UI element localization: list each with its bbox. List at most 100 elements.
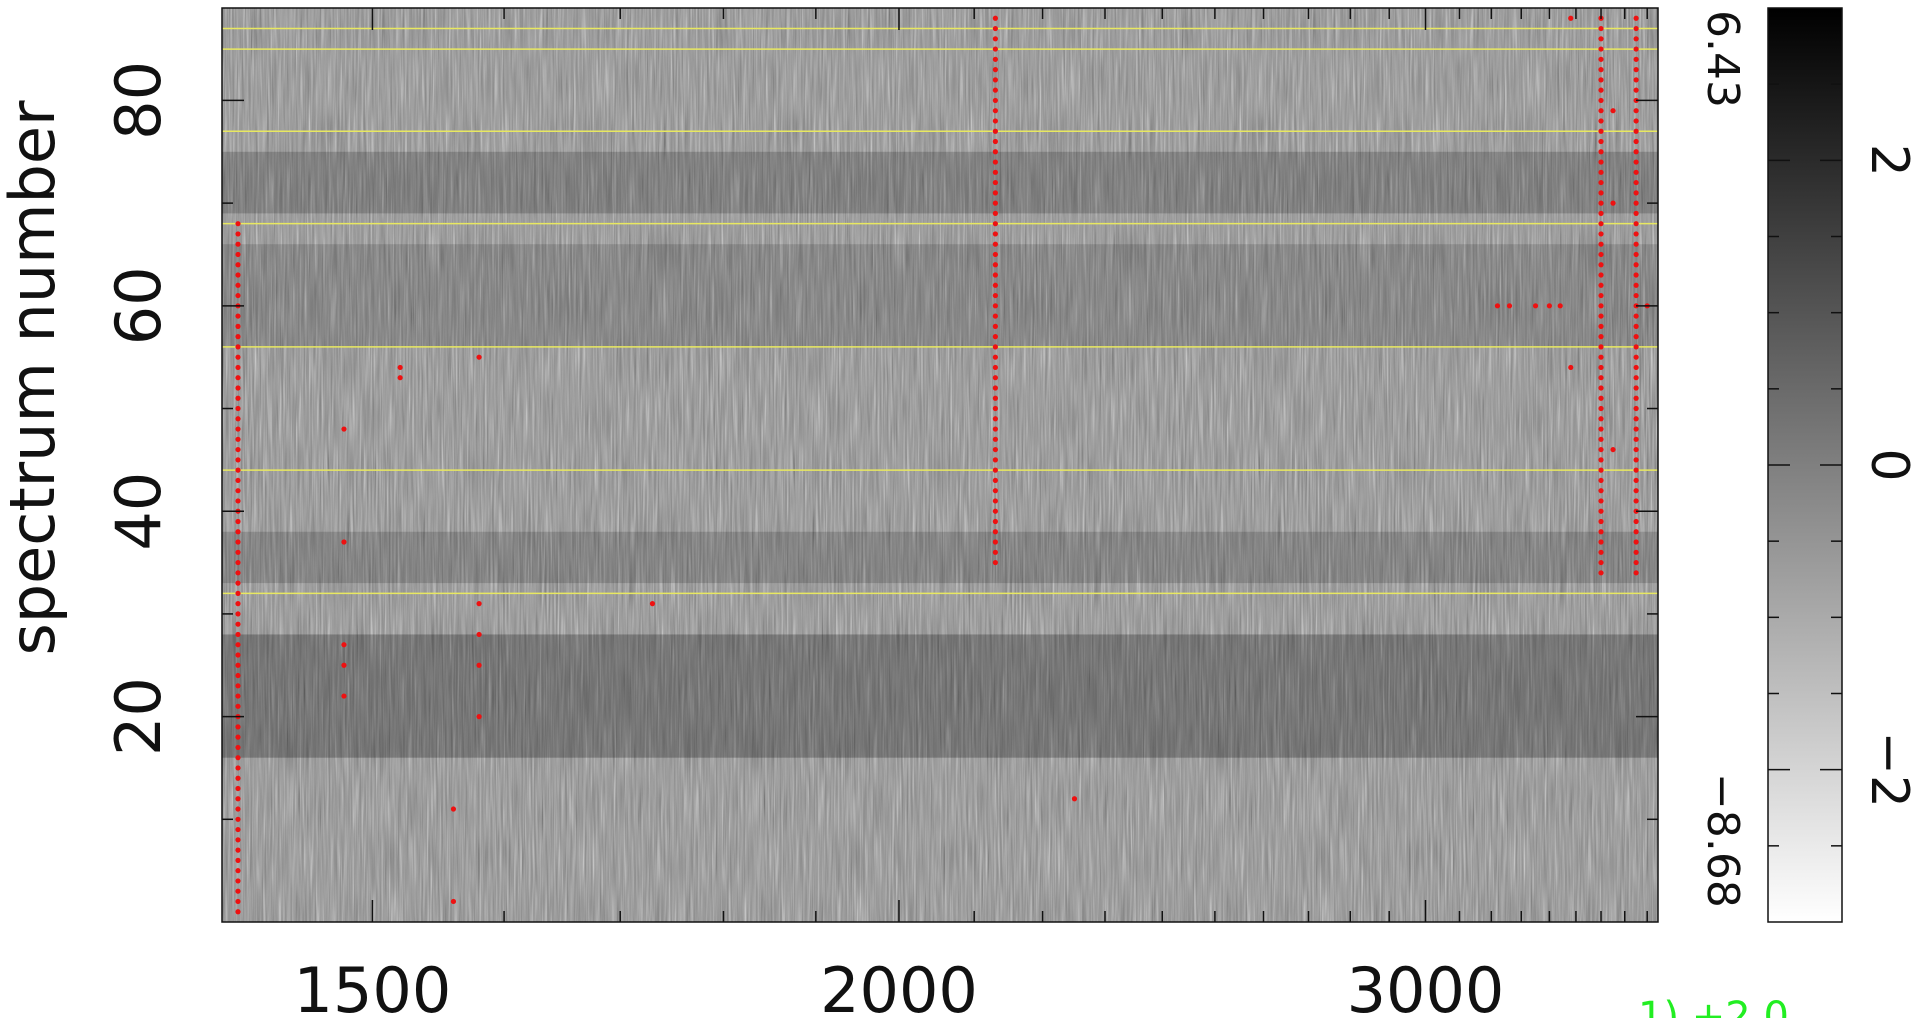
- flag-marker: [992, 529, 998, 535]
- flag-marker: [1598, 36, 1604, 42]
- flag-marker: [992, 498, 998, 504]
- flag-marker: [341, 426, 347, 432]
- flag-marker: [1633, 334, 1639, 340]
- flag-marker: [235, 395, 241, 401]
- flag-marker: [1633, 128, 1639, 134]
- flag-marker: [1633, 539, 1639, 545]
- flag-marker: [235, 241, 241, 247]
- flag-marker: [992, 303, 998, 309]
- flag-marker: [1633, 405, 1639, 412]
- flag-marker: [235, 559, 241, 566]
- flag-marker: [1633, 395, 1639, 401]
- flag-marker: [1598, 87, 1604, 93]
- right-axis-max-label: 6.43: [1697, 10, 1748, 108]
- flag-marker: [235, 570, 241, 576]
- flag-marker: [235, 775, 241, 781]
- flag-marker: [235, 334, 241, 340]
- flag-marker: [235, 457, 241, 463]
- right-axis-min-label: −8.68: [1697, 773, 1748, 908]
- flag-marker: [235, 385, 241, 391]
- flag-marker: [1633, 467, 1639, 473]
- flag-marker: [992, 77, 998, 83]
- flag-marker: [1598, 303, 1604, 309]
- flag-marker: [1633, 108, 1639, 114]
- flag-marker: [992, 488, 998, 494]
- flag-marker: [235, 231, 241, 237]
- flag-marker: [1633, 559, 1639, 566]
- flag-marker: [1633, 118, 1639, 124]
- y-axis-label: spectrum number: [0, 100, 69, 656]
- y-axis-ticks: 20 40 60 80: [102, 61, 1658, 821]
- flag-marker: [235, 662, 241, 668]
- flag-marker: [235, 529, 241, 535]
- flag-marker: [992, 323, 998, 329]
- flag-marker: [1598, 108, 1604, 114]
- flag-marker: [235, 909, 241, 915]
- flag-marker: [1598, 272, 1604, 278]
- flag-marker: [992, 375, 998, 381]
- flag-marker: [1598, 416, 1604, 422]
- flag-marker: [1598, 498, 1604, 504]
- flag-marker: [1633, 426, 1639, 432]
- flag-marker: [235, 683, 241, 689]
- flag-marker: [992, 559, 998, 566]
- flag-marker: [992, 46, 998, 52]
- flag-marker: [1633, 36, 1639, 42]
- flag-marker: [649, 601, 656, 607]
- flag-marker: [1633, 570, 1639, 576]
- flag-marker: [992, 231, 998, 237]
- flag-marker: [992, 282, 998, 288]
- flag-marker: [992, 118, 998, 124]
- flag-marker: [341, 662, 347, 668]
- flag-marker: [992, 36, 998, 42]
- flag-marker: [235, 518, 241, 525]
- flag-marker: [992, 313, 998, 319]
- flag-marker: [235, 765, 241, 771]
- flag-marker: [1633, 344, 1639, 350]
- flag-marker: [1633, 385, 1639, 391]
- flag-marker: [1633, 179, 1639, 186]
- flag-marker: [1633, 364, 1639, 371]
- flag-marker: [235, 857, 241, 863]
- flag-marker: [992, 15, 998, 21]
- flag-marker: [341, 642, 347, 648]
- flag-marker: [992, 405, 998, 412]
- flag-marker: [235, 344, 241, 350]
- flag-marker: [1633, 313, 1639, 319]
- flag-marker: [1633, 200, 1639, 206]
- flag-marker: [235, 703, 241, 709]
- flag-marker: [235, 498, 241, 504]
- flag-marker: [992, 149, 998, 155]
- y-tick-label: 40: [102, 472, 175, 551]
- flag-marker: [1598, 67, 1604, 73]
- colorbar-tick-label: 2: [1859, 144, 1912, 177]
- flag-marker: [476, 601, 482, 607]
- flag-marker: [235, 816, 241, 822]
- flag-marker: [992, 416, 998, 422]
- colorbar-tick-label: 0: [1859, 448, 1912, 481]
- flag-marker: [992, 467, 998, 473]
- flag-marker: [235, 785, 241, 792]
- flag-marker: [235, 262, 241, 268]
- flag-marker: [1598, 138, 1604, 145]
- flag-marker: [1598, 375, 1604, 381]
- flag-marker: [1633, 262, 1639, 268]
- flag-marker: [1546, 303, 1552, 309]
- flag-marker: [1633, 221, 1639, 227]
- flag-marker: [1633, 159, 1639, 165]
- flag-marker: [992, 262, 998, 268]
- flag-marker: [397, 364, 403, 371]
- flag-marker: [1633, 149, 1639, 155]
- flag-marker: [1633, 46, 1639, 52]
- flag-marker: [992, 446, 998, 453]
- flag-marker: [235, 549, 241, 555]
- flag-marker: [235, 272, 241, 278]
- flag-marker: [1598, 323, 1604, 329]
- flag-marker: [235, 847, 241, 853]
- flag-marker: [992, 508, 998, 514]
- flag-marker: [1598, 477, 1604, 484]
- x-tick-label: 1500: [294, 954, 452, 1018]
- heatmap-noise-texture: [222, 8, 1658, 922]
- flag-marker: [235, 251, 241, 258]
